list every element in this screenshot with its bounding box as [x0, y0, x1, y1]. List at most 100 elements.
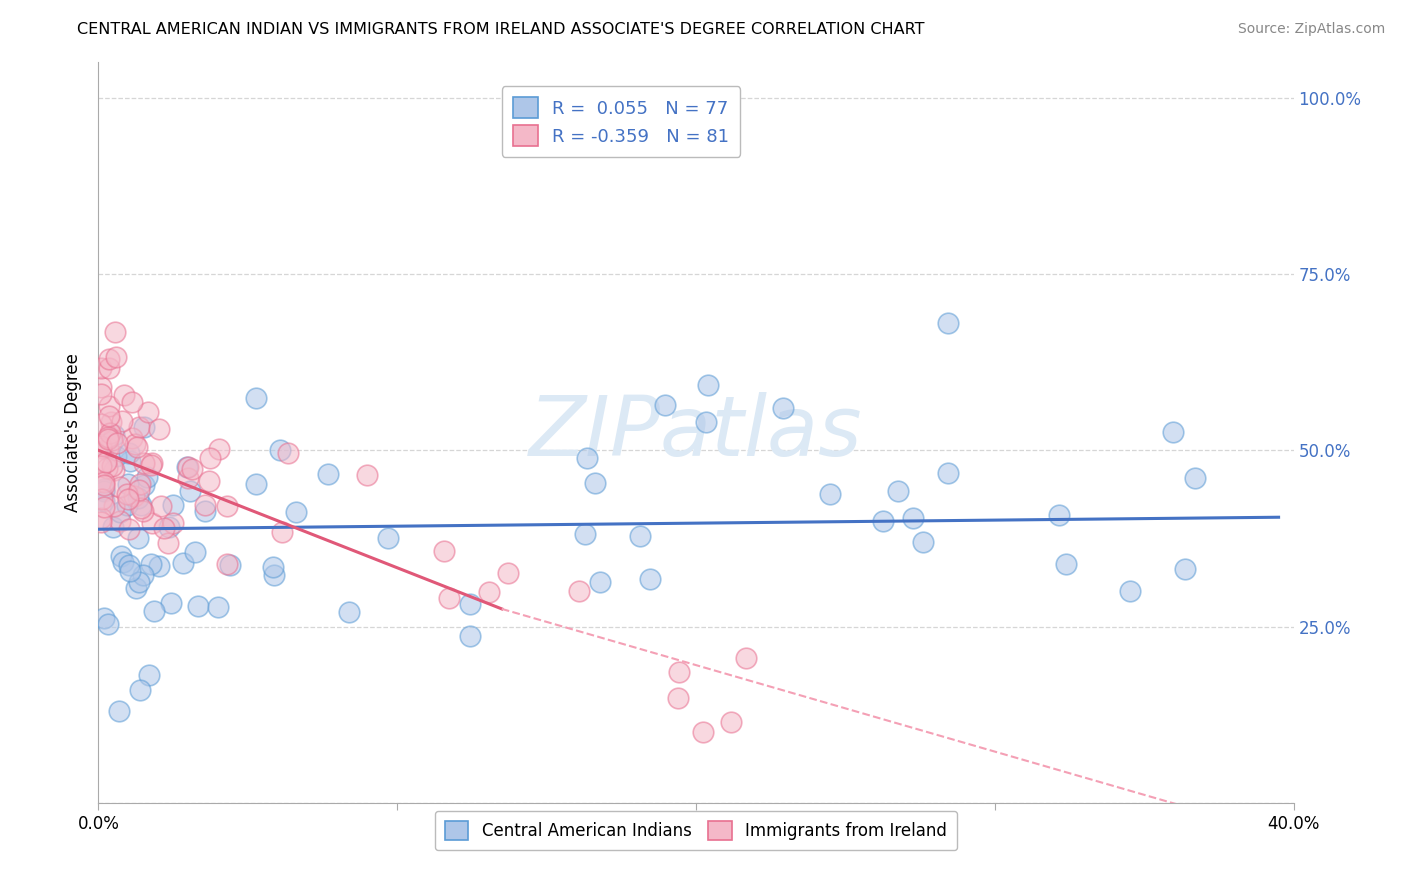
Point [1047, 508, 1070, 523]
Point [117, 476, 139, 491]
Point [176, 459, 198, 474]
Point [103, 519, 125, 533]
Point [157, 536, 180, 550]
Point [207, 599, 229, 614]
Point [138, 668, 160, 682]
Point [122, 489, 145, 503]
Point [1184, 471, 1206, 485]
Point [90, 387, 112, 401]
Point [162, 499, 184, 513]
Point [98, 399, 121, 413]
Point [697, 377, 720, 392]
Point [901, 511, 924, 525]
Point [245, 391, 267, 405]
Point [666, 690, 689, 705]
Point [772, 401, 794, 415]
Point [90, 439, 112, 453]
Point [104, 326, 127, 340]
Point [93, 482, 115, 496]
Point [112, 388, 135, 402]
Point [139, 557, 162, 571]
Point [177, 459, 200, 474]
Point [183, 545, 205, 559]
Point [90, 360, 112, 375]
Point [478, 585, 501, 599]
Point [179, 483, 201, 498]
Text: CENTRAL AMERICAN INDIAN VS IMMIGRANTS FROM IRELAND ASSOCIATE'S DEGREE CORRELATIO: CENTRAL AMERICAN INDIAN VS IMMIGRANTS FR… [77, 22, 925, 37]
Point [90, 417, 112, 431]
Point [458, 597, 481, 611]
Point [103, 499, 125, 513]
Point [628, 529, 651, 543]
Point [127, 531, 149, 545]
Point [177, 471, 200, 485]
Point [640, 572, 662, 586]
Point [162, 516, 184, 530]
Point [97, 361, 120, 376]
Point [153, 520, 176, 534]
Point [217, 499, 239, 513]
Point [180, 462, 202, 476]
Point [117, 522, 139, 536]
Point [437, 591, 460, 605]
Point [121, 431, 143, 445]
Point [132, 567, 155, 582]
Point [277, 446, 299, 460]
Point [105, 436, 128, 450]
Point [887, 483, 910, 498]
Point [104, 350, 127, 364]
Text: ZIPatlas: ZIPatlas [529, 392, 863, 473]
Point [96, 460, 118, 475]
Point [112, 555, 135, 569]
Point [90, 510, 112, 524]
Point [583, 476, 606, 491]
Point [94, 455, 117, 469]
Point [101, 433, 124, 447]
Point [219, 558, 242, 573]
Point [103, 427, 125, 442]
Point [433, 543, 456, 558]
Point [194, 498, 217, 512]
Point [654, 398, 676, 412]
Point [316, 467, 339, 481]
Point [118, 565, 141, 579]
Point [262, 560, 284, 574]
Point [134, 477, 156, 491]
Point [1054, 558, 1077, 572]
Point [208, 442, 231, 457]
Point [97, 409, 120, 423]
Point [108, 704, 131, 718]
Point [818, 487, 841, 501]
Point [101, 458, 124, 473]
Point [111, 414, 134, 428]
Point [136, 469, 159, 483]
Point [337, 605, 360, 619]
Point [128, 483, 150, 497]
Point [143, 604, 166, 618]
Point [93, 611, 115, 625]
Point [269, 442, 291, 457]
Point [160, 596, 183, 610]
Point [377, 531, 399, 545]
Point [194, 504, 217, 518]
Point [93, 483, 115, 498]
Point [128, 575, 150, 590]
Y-axis label: Associate's Degree: Associate's Degree [65, 353, 83, 512]
Point [458, 629, 481, 643]
Point [128, 683, 150, 698]
Point [141, 458, 163, 473]
Point [129, 501, 152, 516]
Point [93, 478, 115, 492]
Point [110, 549, 132, 563]
Point [90, 475, 112, 489]
Point [1119, 584, 1142, 599]
Point [198, 450, 221, 465]
Point [589, 574, 612, 589]
Legend: Central American Indians, Immigrants from Ireland: Central American Indians, Immigrants fro… [434, 811, 957, 850]
Point [98, 425, 121, 440]
Point [568, 584, 591, 599]
Point [129, 477, 152, 491]
Point [284, 505, 307, 519]
Point [110, 480, 132, 494]
Point [574, 527, 596, 541]
